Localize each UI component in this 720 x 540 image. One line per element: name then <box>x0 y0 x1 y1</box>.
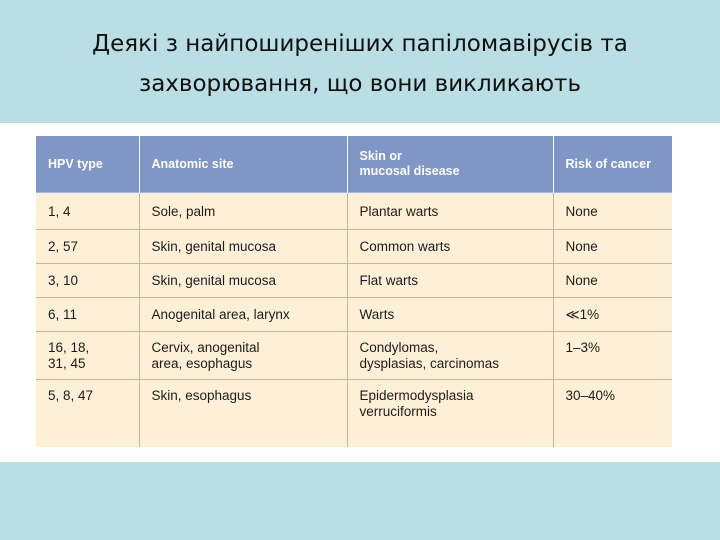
cell-risk: ≪1% <box>553 297 672 332</box>
title-band: Деякі з найпоширеніших папіломавірусів т… <box>0 0 720 123</box>
cell-disease: Plantar warts <box>347 192 554 230</box>
hpv-table: HPV type Anatomic site Skin or mucosal d… <box>36 136 672 447</box>
cell-hpv-type: 3, 10 <box>36 263 140 298</box>
cell-disease: Common warts <box>347 229 554 264</box>
cell-hpv-type: 2, 57 <box>36 229 140 264</box>
cell-hpv-type: 16, 18, 31, 45 <box>36 331 140 380</box>
cell-risk: None <box>553 229 672 264</box>
cell-risk: 30–40% <box>553 379 672 433</box>
header-anatomic-site: Anatomic site <box>139 136 348 193</box>
cell-risk: None <box>553 192 672 230</box>
cell-disease: Epidermodysplasia verruciformis <box>347 379 554 433</box>
header-disease: Skin or mucosal disease <box>347 136 554 193</box>
spacer-cell <box>36 432 140 447</box>
hpv-table-container: HPV type Anatomic site Skin or mucosal d… <box>36 136 672 447</box>
cell-disease: Condylomas, dysplasias, carcinomas <box>347 331 554 380</box>
cell-anatomic-site: Skin, genital mucosa <box>139 229 348 264</box>
cell-anatomic-site: Sole, palm <box>139 192 348 230</box>
cell-hpv-type: 6, 11 <box>36 297 140 332</box>
spacer-cell <box>553 432 672 447</box>
cell-risk: 1–3% <box>553 331 672 380</box>
spacer-cell <box>139 432 348 447</box>
table-row: 5, 8, 47 Skin, esophagus Epidermodysplas… <box>36 379 672 433</box>
header-risk-of-cancer: Risk of cancer <box>553 136 672 193</box>
cell-anatomic-site: Cervix, anogenital area, esophagus <box>139 331 348 380</box>
table-row: 16, 18, 31, 45 Cervix, anogenital area, … <box>36 331 672 380</box>
table-spacer-row <box>36 432 672 447</box>
cell-hpv-type: 5, 8, 47 <box>36 379 140 433</box>
cell-anatomic-site: Skin, genital mucosa <box>139 263 348 298</box>
cell-risk: None <box>553 263 672 298</box>
cell-hpv-type: 1, 4 <box>36 192 140 230</box>
table-header-row: HPV type Anatomic site Skin or mucosal d… <box>36 136 672 193</box>
table-row: 1, 4 Sole, palm Plantar warts None <box>36 192 672 230</box>
cell-anatomic-site: Anogenital area, larynx <box>139 297 348 332</box>
slide-title: Деякі з найпоширеніших папіломавірусів т… <box>92 30 628 97</box>
cell-disease: Flat warts <box>347 263 554 298</box>
table-row: 3, 10 Skin, genital mucosa Flat warts No… <box>36 263 672 298</box>
table-row: 2, 57 Skin, genital mucosa Common warts … <box>36 229 672 264</box>
cell-disease: Warts <box>347 297 554 332</box>
table-row: 6, 11 Anogenital area, larynx Warts ≪1% <box>36 297 672 332</box>
header-hpv-type: HPV type <box>36 136 140 193</box>
cell-anatomic-site: Skin, esophagus <box>139 379 348 433</box>
spacer-cell <box>347 432 554 447</box>
